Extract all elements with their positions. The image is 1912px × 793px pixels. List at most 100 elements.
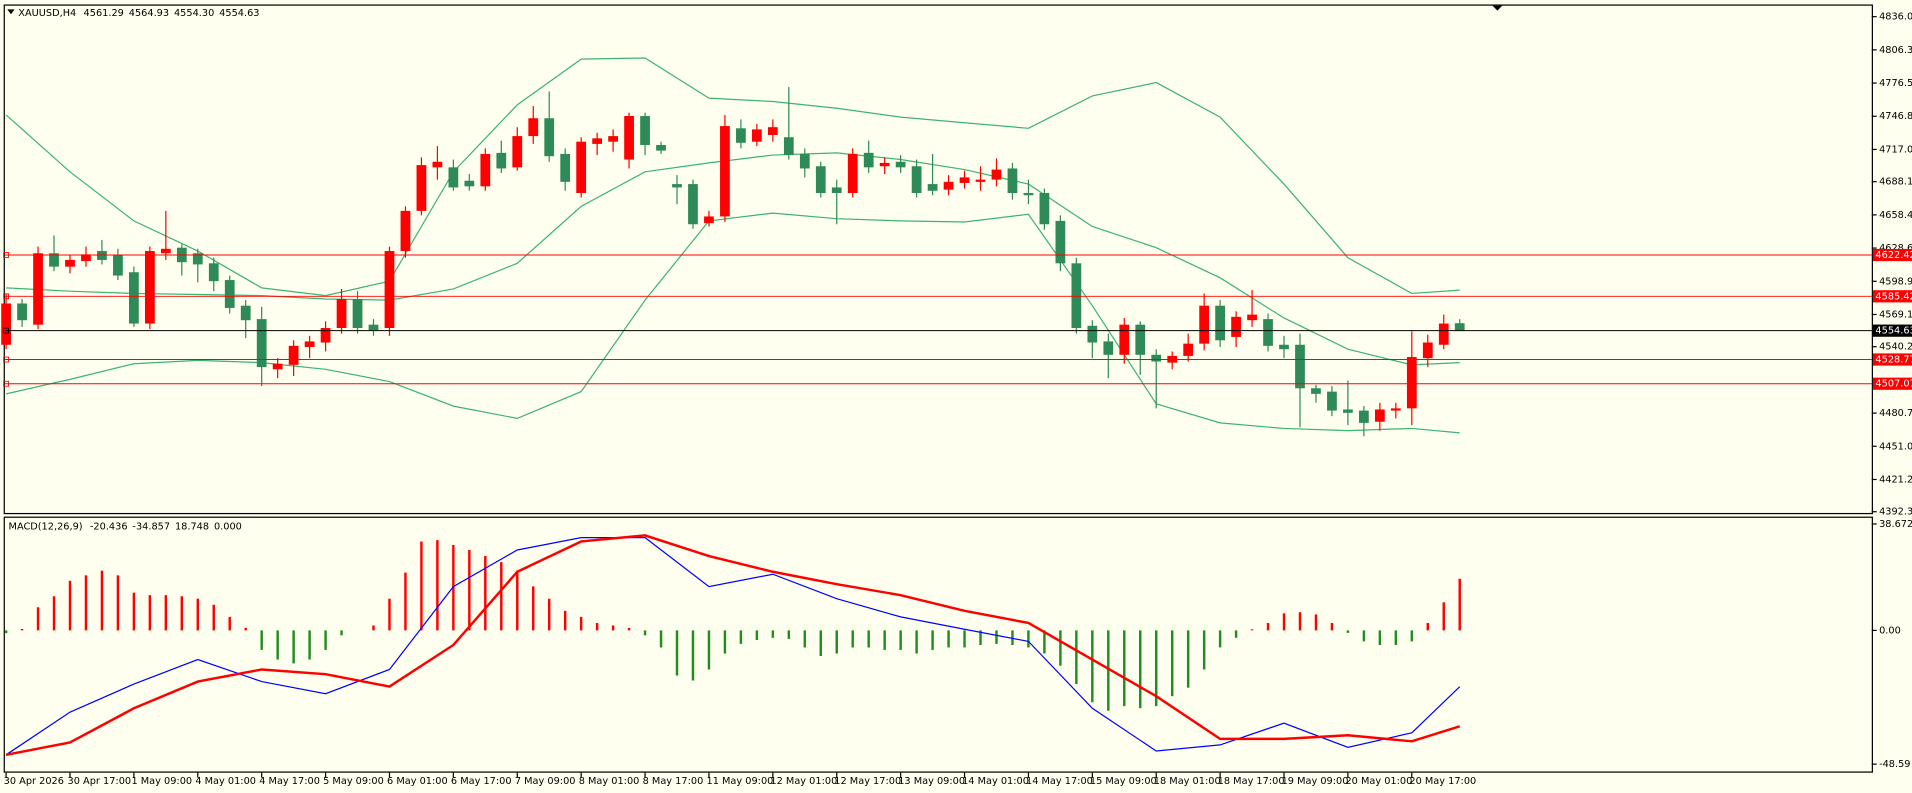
x-tick-label: 11 May 09:00 xyxy=(707,776,774,787)
candle-body xyxy=(1215,305,1225,341)
candle-body xyxy=(975,179,986,182)
candle-body xyxy=(464,180,475,187)
candle-body xyxy=(528,118,539,137)
candle-body xyxy=(65,259,75,267)
candle-body xyxy=(304,341,315,347)
candle-body xyxy=(1374,409,1385,422)
x-tick-label: 4 May 17:00 xyxy=(259,776,320,787)
header-value: 0.000 xyxy=(214,521,242,532)
candle-body xyxy=(576,141,587,194)
candle-body xyxy=(751,129,762,142)
x-tick-label: 6 May 01:00 xyxy=(387,776,448,787)
candle-body xyxy=(1023,193,1034,196)
x-tick-label: 5 May 09:00 xyxy=(323,776,384,787)
candle-body xyxy=(256,319,267,368)
price-level-marker xyxy=(3,380,9,387)
candle-body xyxy=(1263,319,1273,346)
header-value: 18.748 xyxy=(175,521,209,532)
candle-body xyxy=(1454,323,1465,331)
candle-body xyxy=(384,251,395,329)
candle-body xyxy=(720,126,730,217)
candle-body xyxy=(560,153,571,182)
candle-body xyxy=(736,128,746,143)
candle-body xyxy=(1406,357,1417,409)
y-tick-label: 4746.80 xyxy=(1879,111,1912,122)
price-level-tag xyxy=(1872,290,1912,303)
candle-body xyxy=(1438,323,1449,345)
candle-body xyxy=(144,251,155,324)
candle-body xyxy=(1071,263,1082,329)
x-tick-label: 20 May 17:00 xyxy=(1409,776,1476,787)
candle-body xyxy=(368,324,379,331)
indicator-line xyxy=(5,57,1460,297)
candle-body xyxy=(1039,193,1050,225)
candle-body xyxy=(1183,343,1194,356)
price-level-tag xyxy=(1872,377,1912,390)
candle-body xyxy=(688,184,698,225)
candle-body xyxy=(1055,220,1066,264)
price-level-marker xyxy=(3,293,9,300)
candle-body xyxy=(911,166,922,194)
macd-panel-frame xyxy=(3,516,1873,773)
candle-body xyxy=(1279,344,1289,350)
x-tick-label: 30 Apr 17:00 xyxy=(68,776,132,787)
candle-body xyxy=(959,177,970,183)
candle-body xyxy=(1295,344,1305,389)
x-tick-label: 6 May 17:00 xyxy=(451,776,512,787)
header-title: MACD(12,26,9) xyxy=(9,521,83,532)
header-value: 4564.93 xyxy=(129,8,169,19)
candle-body xyxy=(1327,391,1337,411)
header-value: 4561.29 xyxy=(84,8,124,19)
price-level-label: 4622.42 xyxy=(1875,250,1912,261)
candle-body xyxy=(400,210,411,252)
candle-body xyxy=(33,253,43,325)
candle-body xyxy=(1422,342,1433,359)
y-tick-label: 4658.40 xyxy=(1879,210,1912,221)
y-tick-label: 4717.05 xyxy=(1879,144,1912,155)
candle-body xyxy=(1231,316,1241,337)
header-title: XAUUSD,H4 xyxy=(18,8,76,19)
candle-body xyxy=(672,184,682,188)
candle-body xyxy=(767,127,778,135)
candle-body xyxy=(480,153,491,187)
candle-body xyxy=(1343,409,1353,413)
candle-body xyxy=(1,303,11,345)
y-tick-label: 4688.15 xyxy=(1879,177,1912,188)
header-value: -34.857 xyxy=(132,521,170,532)
x-tick-label: 12 May 01:00 xyxy=(770,776,837,787)
candle-body xyxy=(624,116,634,160)
y-tick-label: 4421.25 xyxy=(1879,474,1912,485)
x-tick-label: 8 May 01:00 xyxy=(579,776,640,787)
x-tick-label: 7 May 09:00 xyxy=(515,776,576,787)
price-level-label: 4585.42 xyxy=(1875,291,1912,302)
candle-body xyxy=(704,216,714,224)
y-tick-label: 38.672 xyxy=(1879,519,1912,530)
candle-body xyxy=(208,263,219,282)
candle-body xyxy=(1087,325,1098,343)
candle-body xyxy=(512,136,523,168)
y-tick-label: 4480.75 xyxy=(1879,408,1912,419)
candle-body xyxy=(129,272,139,324)
menu-triangle[interactable] xyxy=(7,9,15,15)
x-tick-label: 13 May 09:00 xyxy=(898,776,965,787)
price-level-tag xyxy=(1872,353,1912,366)
y-tick-label: 4628.65 xyxy=(1879,243,1912,254)
candle-body xyxy=(240,305,251,321)
candle-body xyxy=(448,167,459,188)
candle-body xyxy=(544,118,555,157)
price-level-marker xyxy=(3,327,9,334)
candle-body xyxy=(943,181,954,190)
header-value: 4554.30 xyxy=(174,8,214,19)
price-level-marker xyxy=(3,252,9,258)
candle-body xyxy=(815,166,826,194)
candle-body xyxy=(352,299,363,329)
candle-body xyxy=(592,138,603,144)
x-tick-label: 30 Apr 2026 xyxy=(4,776,64,787)
x-tick-label: 14 May 01:00 xyxy=(962,776,1029,787)
x-tick-label: 12 May 17:00 xyxy=(834,776,901,787)
candle-body xyxy=(847,153,858,194)
candle-body xyxy=(288,345,299,365)
indicator-line xyxy=(6,152,1460,366)
indicator-line xyxy=(5,212,1460,434)
